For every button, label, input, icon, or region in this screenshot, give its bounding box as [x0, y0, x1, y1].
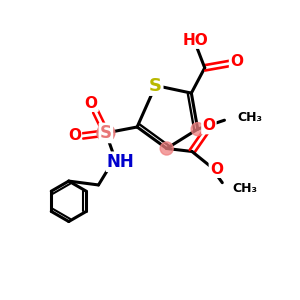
Text: CH₃: CH₃ — [237, 111, 262, 124]
Text: S: S — [149, 76, 162, 94]
Text: S: S — [100, 124, 112, 142]
Text: O: O — [230, 54, 243, 69]
Circle shape — [191, 123, 204, 136]
Text: O: O — [85, 96, 98, 111]
Text: CH₃: CH₃ — [233, 182, 258, 194]
Text: O: O — [210, 162, 223, 177]
Circle shape — [97, 124, 115, 142]
Text: O: O — [202, 118, 215, 133]
Circle shape — [160, 142, 173, 155]
Text: HO: HO — [183, 33, 209, 48]
Text: O: O — [68, 128, 81, 143]
Text: NH: NH — [107, 153, 135, 171]
